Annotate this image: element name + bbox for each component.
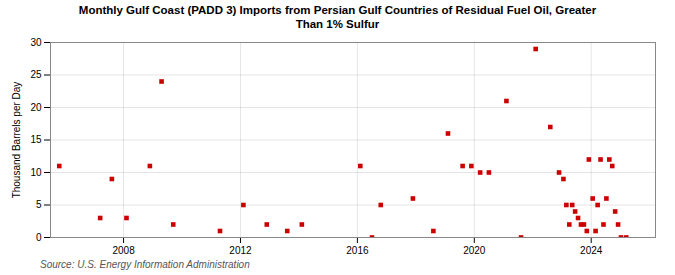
svg-text:5: 5	[36, 199, 42, 210]
svg-text:2012: 2012	[229, 244, 252, 255]
svg-text:15: 15	[30, 134, 42, 145]
html-text:Monthly Gulf Coast (PADD 3) Im: Monthly Gulf Coast (PADD 3) Imports from…	[78, 4, 597, 31]
svg-text:2016: 2016	[346, 244, 369, 255]
svg-text:20: 20	[30, 101, 42, 112]
svg-text:10: 10	[30, 166, 42, 177]
svg-text:2020: 2020	[463, 244, 486, 255]
svg-text:2008: 2008	[112, 244, 135, 255]
svg-text:0: 0	[36, 231, 42, 242]
svg-text:Thousand Barrels per Day: Thousand Barrels per Day	[11, 81, 22, 198]
svg-text:25: 25	[30, 69, 42, 80]
svg-text:2024: 2024	[580, 244, 603, 255]
svg-text:30: 30	[30, 36, 42, 47]
html-text:Source: U.S. Energy Informatio: Source: U.S. Energy Information Administ…	[40, 258, 250, 270]
